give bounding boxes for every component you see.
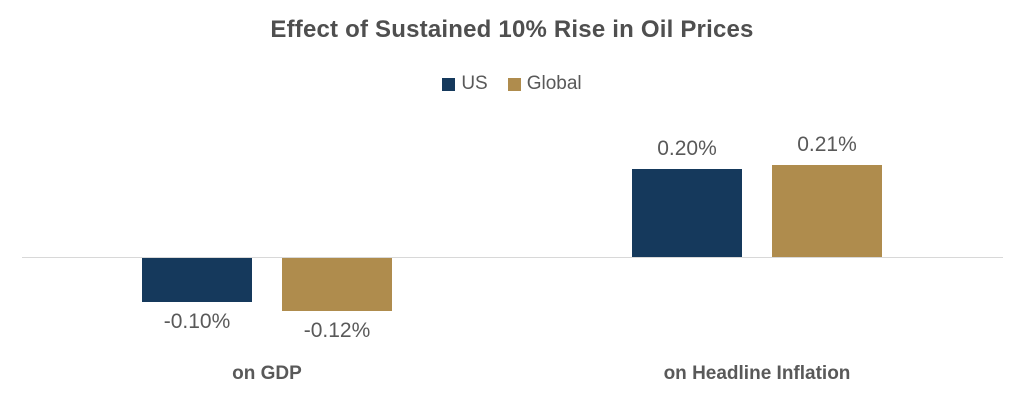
zero-axis-line — [22, 257, 1003, 258]
legend-item-us: US — [442, 73, 488, 95]
legend-swatch-global-icon — [507, 77, 521, 91]
bar-value-label: -0.12% — [303, 319, 371, 342]
chart-title: Effect of Sustained 10% Rise in Oil Pric… — [270, 16, 754, 43]
bar-value-label: -0.10% — [163, 310, 231, 333]
bar-value-label: 0.21% — [797, 133, 857, 156]
legend-label-global: Global — [526, 73, 582, 94]
bar-us-on-gdp — [142, 258, 252, 302]
legend: US Global — [0, 71, 1024, 97]
category-label-gdp: on GDP — [232, 363, 302, 384]
legend-swatch-us-icon — [442, 77, 456, 91]
bar-us-on-headline-inflation — [632, 169, 742, 257]
bar-global-on-gdp — [282, 258, 392, 311]
bar-value-label: 0.20% — [657, 137, 717, 160]
legend-item-global: Global — [507, 73, 582, 95]
legend-label-us: US — [461, 73, 488, 94]
bar-global-on-headline-inflation — [772, 165, 882, 257]
category-label-headline-inflation: on Headline Inflation — [663, 363, 851, 384]
